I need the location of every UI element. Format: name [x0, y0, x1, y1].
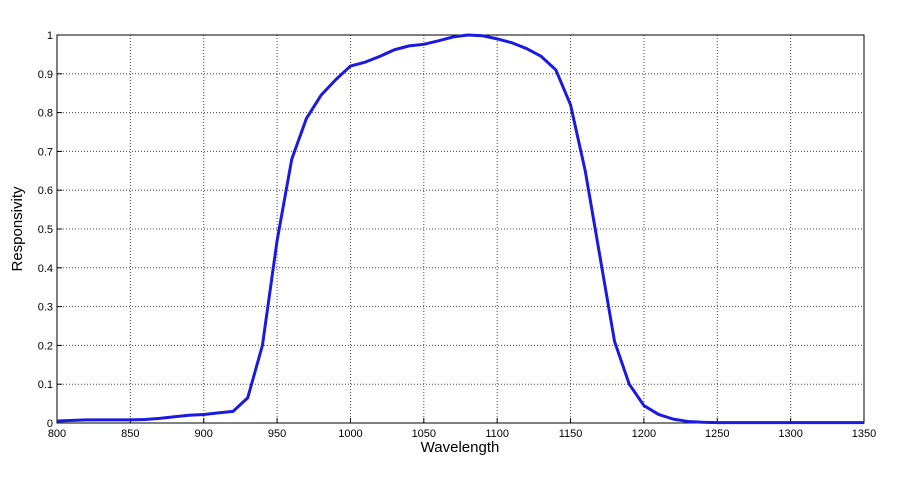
y-tick-label: 0.2	[38, 340, 53, 352]
y-tick-label: 0.4	[38, 263, 53, 275]
x-tick-label: 1250	[705, 428, 729, 440]
x-tick-label: 1300	[778, 428, 802, 440]
x-axis-label: Wavelength	[421, 439, 500, 456]
x-tick-label: 950	[268, 428, 286, 440]
x-tick-label: 1200	[632, 428, 656, 440]
y-tick-label: 0.6	[38, 185, 53, 197]
y-tick-label: 0.9	[38, 69, 53, 81]
x-tick-label: 1100	[485, 428, 509, 440]
plot-frame	[56, 34, 865, 424]
y-tick-label: 0	[47, 418, 53, 430]
y-tick-label: 0.3	[38, 302, 53, 314]
x-tick-label: 1150	[559, 428, 583, 440]
data-line	[56, 33, 864, 425]
x-tick-label: 1350	[852, 428, 876, 440]
x-tick-label: 900	[195, 428, 213, 440]
y-axis-label: Responsivity	[9, 186, 26, 272]
x-tick-label: 850	[121, 428, 139, 440]
y-tick-label: 0.7	[38, 146, 53, 158]
x-tick-label: 800	[48, 428, 66, 440]
x-tick-label: 1000	[338, 428, 362, 440]
y-tick-label: 0.8	[38, 108, 53, 120]
y-tick-label: 0.1	[38, 379, 53, 391]
y-tick-label: 0.5	[38, 224, 53, 236]
y-tick-label: 1	[47, 30, 53, 42]
x-tick-label: 1050	[412, 428, 436, 440]
